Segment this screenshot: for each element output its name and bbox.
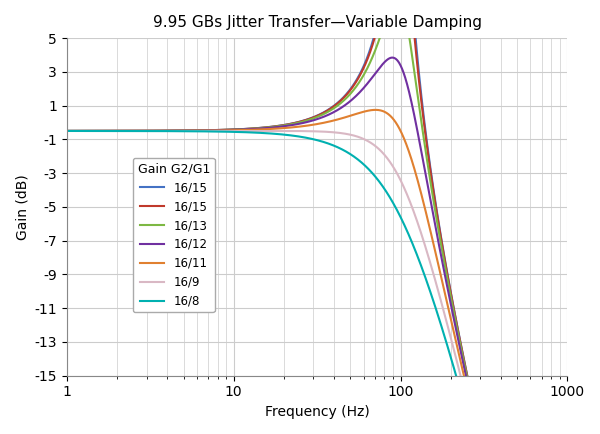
16/8 xyxy=(64,128,71,134)
Line: 16/15: 16/15 xyxy=(67,0,568,434)
16/13 xyxy=(64,128,71,134)
16/12 xyxy=(255,126,262,131)
16/15 xyxy=(121,128,128,134)
16/11 xyxy=(372,107,379,112)
16/13 xyxy=(255,125,262,131)
Title: 9.95 GBs Jitter Transfer—Variable Damping: 9.95 GBs Jitter Transfer—Variable Dampin… xyxy=(152,15,482,30)
16/9 xyxy=(256,128,263,134)
16/15 xyxy=(255,125,262,131)
16/9 xyxy=(64,128,71,134)
Line: 16/11: 16/11 xyxy=(67,110,568,434)
16/12 xyxy=(121,128,128,134)
16/11 xyxy=(121,128,128,134)
X-axis label: Frequency (Hz): Frequency (Hz) xyxy=(265,405,370,419)
16/12 xyxy=(150,128,157,133)
16/9 xyxy=(255,128,262,134)
16/15 xyxy=(255,125,262,131)
16/9 xyxy=(277,128,284,134)
16/13 xyxy=(121,128,128,134)
16/12 xyxy=(64,128,71,134)
16/12 xyxy=(277,124,284,129)
16/13 xyxy=(277,123,284,128)
Line: 16/13: 16/13 xyxy=(67,0,568,434)
16/13 xyxy=(150,128,157,133)
16/9 xyxy=(121,128,128,134)
16/8 xyxy=(277,132,284,137)
Line: 16/12: 16/12 xyxy=(67,58,568,434)
Line: 16/9: 16/9 xyxy=(67,131,568,434)
16/11 xyxy=(277,126,284,131)
16/8 xyxy=(255,130,262,135)
16/15 xyxy=(277,123,284,128)
Line: 16/8: 16/8 xyxy=(67,131,568,434)
16/11 xyxy=(255,127,262,132)
16/11 xyxy=(150,128,157,134)
16/15 xyxy=(150,128,157,133)
16/11 xyxy=(64,128,71,134)
16/9 xyxy=(150,128,157,134)
Line: 16/15: 16/15 xyxy=(67,0,568,434)
Y-axis label: Gain (dB): Gain (dB) xyxy=(15,174,29,240)
16/8 xyxy=(150,128,157,134)
16/15 xyxy=(277,123,284,128)
16/15 xyxy=(150,128,157,133)
16/12 xyxy=(389,55,396,60)
Legend: 16/15, 16/15, 16/13, 16/12, 16/11, 16/9, 16/8: 16/15, 16/15, 16/13, 16/12, 16/11, 16/9,… xyxy=(133,158,215,312)
16/15 xyxy=(64,128,71,134)
16/15 xyxy=(64,128,71,134)
16/8 xyxy=(121,128,128,134)
16/15 xyxy=(121,128,128,134)
